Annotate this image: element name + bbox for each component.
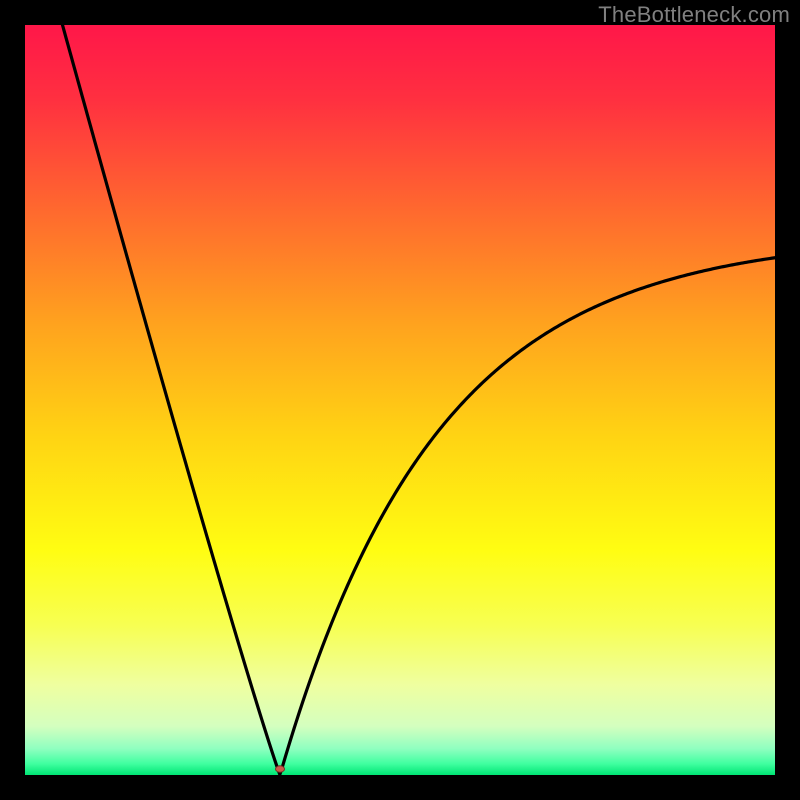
optimum-marker (276, 766, 285, 772)
bottleneck-chart (0, 0, 800, 800)
plot-gradient-area (25, 25, 775, 775)
attribution-text: TheBottleneck.com (598, 2, 790, 28)
